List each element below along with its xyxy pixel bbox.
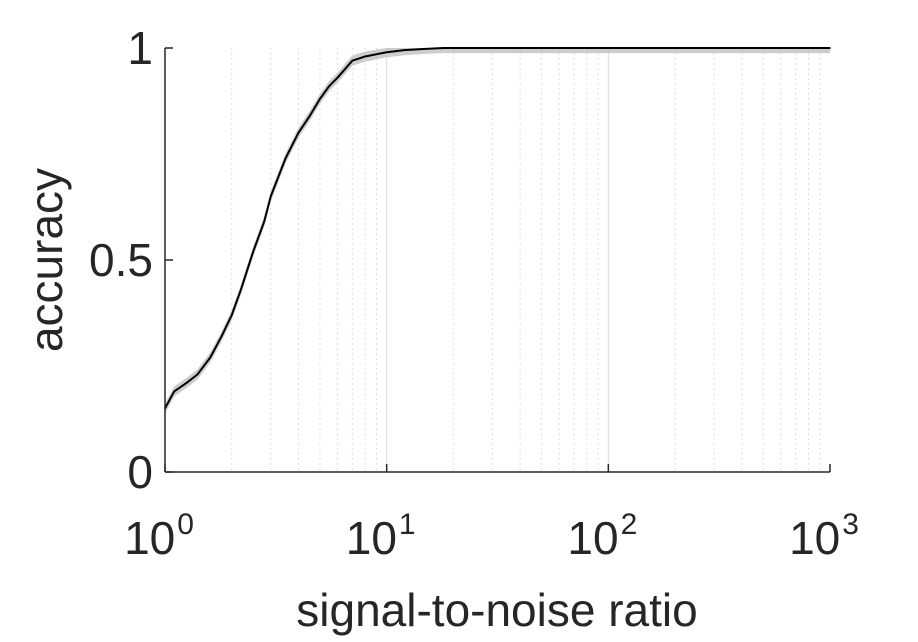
- data-point: [762, 47, 765, 49]
- y-tick-labels: 00.51: [89, 22, 173, 498]
- data-point: [185, 382, 188, 384]
- confidence-band: [165, 48, 830, 414]
- data-point: [269, 195, 272, 198]
- data-point: [230, 314, 233, 316]
- y-tick-label: 0.5: [89, 234, 153, 286]
- data-point: [364, 55, 366, 58]
- data-point: [220, 335, 223, 338]
- x-tick-label: 100: [124, 508, 194, 564]
- data-point: [319, 98, 321, 100]
- data-point: [385, 51, 388, 54]
- data-point: [336, 76, 339, 79]
- confidence-band-group: [165, 48, 830, 414]
- data-point: [540, 47, 543, 49]
- data-point: [263, 221, 265, 223]
- y-tick-label: 0: [127, 446, 153, 498]
- data-point: [196, 373, 199, 376]
- x-tick-label: 103: [789, 508, 859, 564]
- grid-lines: [164, 48, 821, 472]
- data-point: [351, 59, 354, 62]
- data-point: [607, 47, 610, 49]
- data-point: [252, 250, 255, 253]
- data-point: [403, 49, 406, 51]
- data-point: [173, 390, 175, 393]
- data-point: [328, 85, 330, 87]
- data-point: [284, 157, 287, 160]
- data-point: [442, 47, 445, 49]
- data-point: [674, 47, 676, 49]
- series-line: [164, 47, 830, 409]
- data-point: [474, 47, 476, 49]
- y-axis-label: accuracy: [20, 168, 72, 352]
- data-point: [297, 132, 300, 134]
- x-tick-label: 101: [346, 508, 416, 564]
- data-point: [240, 288, 242, 291]
- x-tick-labels: 100 101 102 103: [124, 464, 859, 564]
- x-axis-label: signal-to-noise ratio: [296, 584, 697, 636]
- series-line-group: [164, 47, 831, 410]
- x-tick-label: 102: [567, 508, 637, 564]
- data-point: [424, 48, 427, 50]
- y-tick-label: 1: [127, 22, 153, 74]
- data-point: [209, 356, 212, 359]
- data-point: [829, 47, 831, 49]
- axes: [164, 48, 830, 473]
- data-point: [308, 115, 311, 117]
